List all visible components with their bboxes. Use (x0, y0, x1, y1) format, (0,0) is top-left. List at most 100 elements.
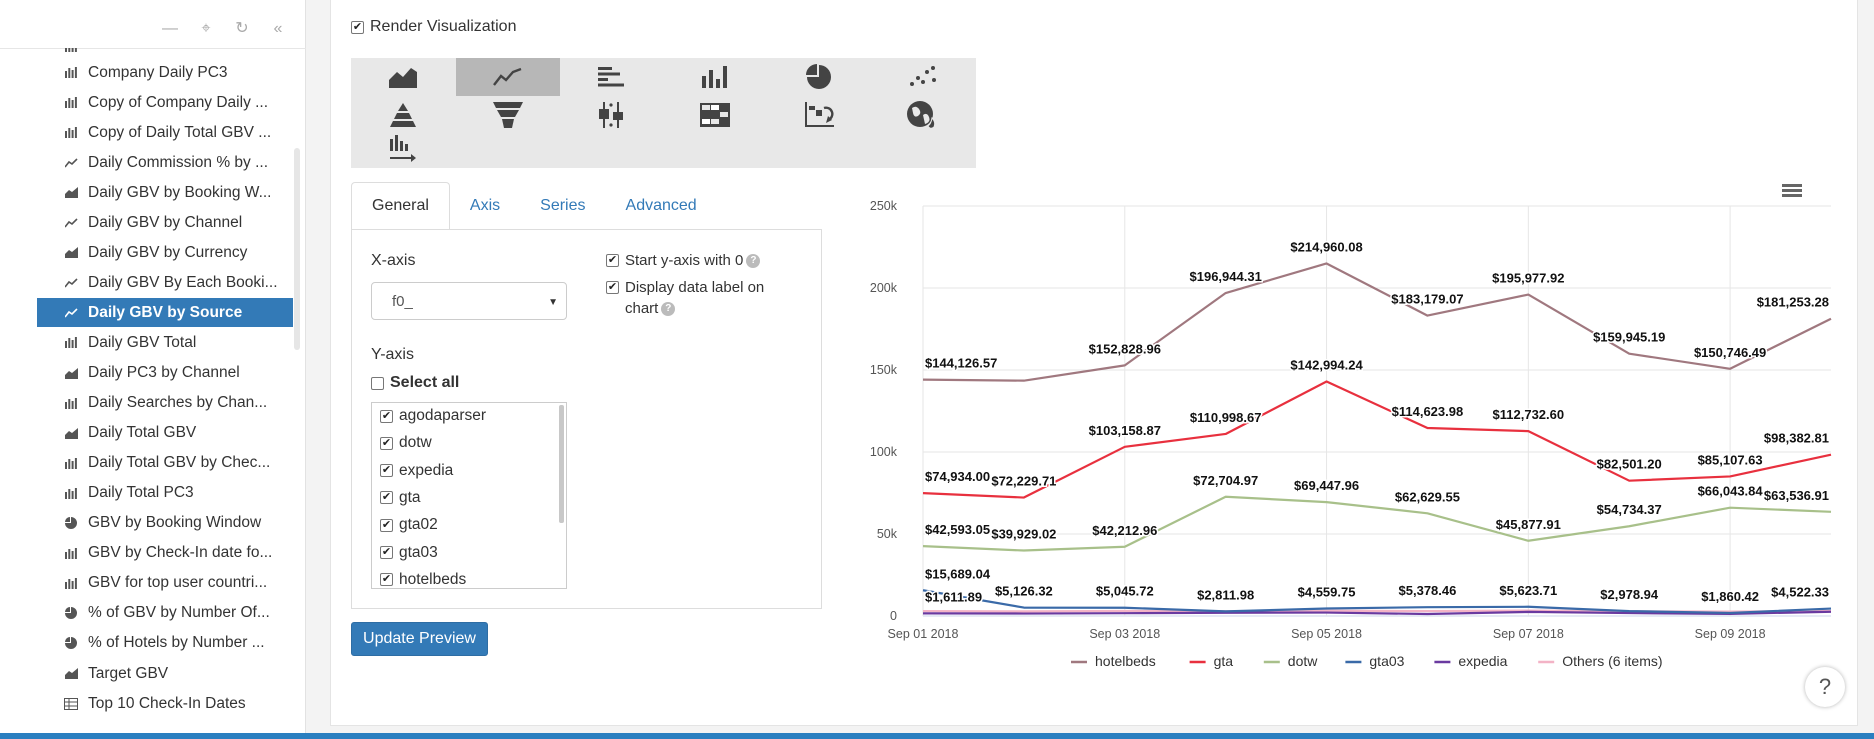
tab-advanced[interactable]: Advanced (625, 197, 697, 214)
sidebar-item[interactable]: Daily Total GBV (37, 419, 293, 448)
sidebar-item[interactable]: Daily GBV by Source (37, 298, 293, 328)
sidebar-item[interactable]: Daily Total GBV by Chec... (37, 449, 293, 478)
series-option[interactable]: ✔ gta (380, 489, 421, 507)
sidebar-item[interactable]: % of GBV by Number Of... (37, 599, 293, 628)
area-icon (61, 186, 81, 200)
funnel-icon (493, 102, 523, 128)
series-option[interactable]: ✔ expedia (380, 462, 453, 480)
line-icon (61, 156, 81, 170)
sidebar-item-label: Daily GBV Total (88, 333, 197, 351)
sidebar-item[interactable]: Daily GBV Total (37, 328, 293, 357)
help-button[interactable]: ? (1805, 667, 1845, 707)
waterfall-button[interactable] (767, 96, 871, 134)
data-label: $66,043.84 (1698, 484, 1764, 499)
visualization-type-picker (351, 58, 976, 168)
series-checkbox[interactable]: ✔ (380, 491, 393, 505)
sidebar-item[interactable]: Daily GBV by Booking W... (37, 178, 293, 207)
sidebar-item[interactable]: Daily Commission % by ... (37, 148, 293, 177)
series-option[interactable]: ✔ agodaparser (380, 407, 486, 425)
sidebar-item-cut[interactable] (37, 48, 293, 61)
series-checkbox[interactable]: ✔ (380, 518, 393, 532)
column-chart-button[interactable] (663, 58, 767, 96)
sidebar-item[interactable]: GBV by Booking Window (37, 509, 293, 538)
sidebar-item[interactable]: Daily GBV by Channel (37, 208, 293, 237)
sidebar-item[interactable]: % of Hotels by Number ... (37, 629, 293, 658)
help-icon[interactable]: ? (661, 302, 676, 317)
pie-icon (61, 636, 81, 650)
data-label: $1,860.42 (1701, 589, 1759, 604)
sidebar-item[interactable]: GBV for top user countri... (37, 569, 293, 598)
series-option[interactable]: ✔ gta02 (380, 516, 438, 534)
data-label: $54,734.37 (1597, 502, 1662, 517)
start-y-zero-checkbox[interactable]: ✔ (606, 254, 619, 267)
horizontal-bar-button[interactable] (559, 58, 663, 96)
table-icon (61, 697, 81, 711)
collapse-all-icon[interactable]: — (162, 20, 178, 37)
scatter-button[interactable] (871, 58, 975, 96)
series-option[interactable]: ✔ dotw (380, 434, 432, 452)
series-option[interactable]: ✔ gta03 (380, 544, 438, 562)
sidebar-scrollbar[interactable] (294, 148, 300, 350)
waterfall-icon (804, 102, 834, 128)
data-label: $72,229.71 (991, 474, 1056, 489)
sidebar-item[interactable]: Copy of Daily Total GBV ... (37, 118, 293, 147)
hide-sidebar-icon[interactable]: « (273, 20, 283, 37)
locate-icon[interactable]: ⌖ (201, 20, 211, 37)
sidebar-item[interactable]: Daily Searches by Chan... (37, 389, 293, 418)
display-data-label-option[interactable]: ✔ Display data label on chart? (606, 277, 796, 319)
bar-race-icon (390, 135, 416, 163)
series-checkbox[interactable]: ✔ (380, 409, 393, 423)
sidebar-item[interactable]: Top 10 Check-In Dates (37, 689, 293, 718)
heatmap-button[interactable] (663, 96, 767, 134)
series-checkbox[interactable]: ✔ (380, 436, 393, 450)
line-icon (61, 216, 81, 230)
sidebar-item[interactable]: GBV by Check-In date fo... (37, 539, 293, 568)
select-all-checkbox[interactable] (371, 376, 384, 390)
sidebar-item[interactable]: Daily PC3 by Channel (37, 359, 293, 388)
horizontal-bar-icon (598, 67, 624, 87)
sidebar-item[interactable]: Company Daily PC3 (37, 58, 293, 87)
update-preview-button[interactable]: Update Preview (351, 622, 488, 656)
sidebar-item[interactable]: Copy of Company Daily ... (37, 88, 293, 117)
display-data-label-checkbox[interactable]: ✔ (606, 281, 619, 294)
sidebar-item[interactable]: Daily Total PC3 (37, 479, 293, 508)
series-line-expedia (922, 610, 1832, 616)
bar-icon (61, 486, 81, 500)
line-chart-button[interactable] (456, 58, 560, 96)
series-line-gta (922, 380, 1832, 499)
map-button[interactable] (871, 96, 975, 134)
sidebar-item[interactable]: Target GBV (37, 659, 293, 688)
sidebar-item[interactable]: Daily GBV By Each Booki... (37, 268, 293, 297)
render-visualization-toggle[interactable]: ✔ Render Visualization (351, 18, 516, 36)
pyramid-button[interactable] (351, 96, 455, 134)
series-checkbox[interactable]: ✔ (380, 573, 393, 587)
xaxis-select[interactable]: f0_ ▼ (371, 282, 567, 320)
refresh-icon[interactable]: ↻ (235, 20, 249, 37)
series-option[interactable]: ✔ hotelbeds (380, 571, 466, 588)
data-label: $42,593.05 (925, 522, 990, 537)
pyramid-icon (390, 103, 416, 127)
pie-chart-button[interactable] (767, 58, 871, 96)
series-checkbox[interactable]: ✔ (380, 464, 393, 478)
box-plot-button[interactable] (559, 96, 663, 134)
sidebar-item[interactable]: Daily GBV by Currency (37, 238, 293, 267)
bar-race-button[interactable] (351, 130, 455, 168)
data-label: $183,179.07 (1391, 292, 1463, 307)
tab-series[interactable]: Series (540, 197, 586, 214)
data-label: $159,945.19 (1593, 330, 1665, 345)
series-list-scrollbar[interactable] (559, 405, 564, 523)
y-tick-label: 150k (870, 363, 898, 377)
start-y-zero-option[interactable]: ✔ Start y-axis with 0? (606, 250, 796, 271)
select-all-option[interactable]: Select all (371, 374, 459, 392)
funnel-button[interactable] (456, 96, 560, 134)
series-checkbox[interactable]: ✔ (380, 546, 393, 559)
tab-general[interactable]: General (351, 182, 450, 230)
x-tick-label: Sep 03 2018 (1089, 627, 1160, 641)
help-icon[interactable]: ? (746, 254, 761, 269)
area-chart-button[interactable] (351, 58, 455, 96)
render-visualization-checkbox[interactable]: ✔ (351, 20, 364, 34)
tab-axis[interactable]: Axis (469, 197, 501, 214)
y-tick-label: 100k (870, 445, 898, 459)
sidebar-item-label: Target GBV (88, 664, 169, 682)
general-tab-panel (351, 229, 822, 609)
